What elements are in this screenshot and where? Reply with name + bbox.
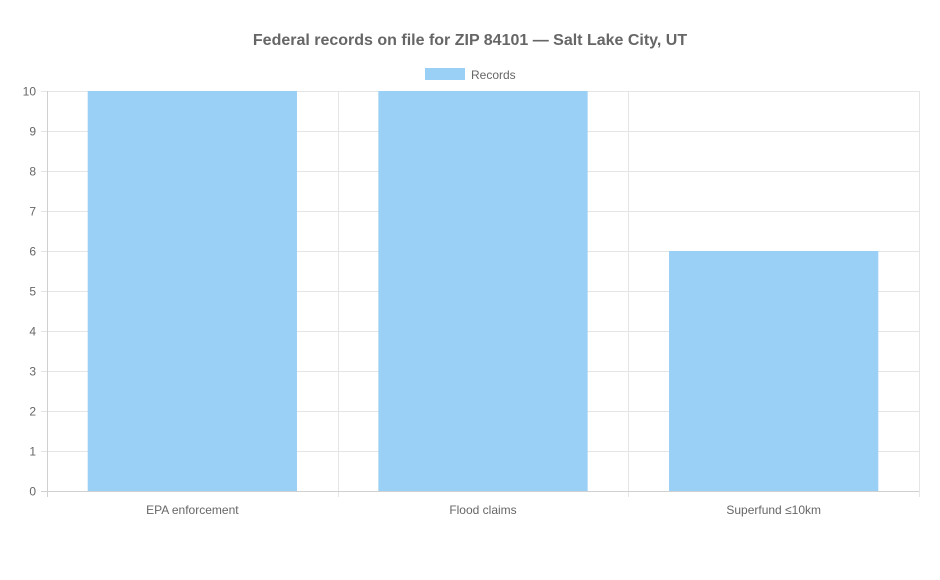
bars [87, 91, 879, 491]
bar-superfund-10km[interactable] [669, 251, 879, 491]
legend[interactable]: Records [425, 68, 516, 82]
axes [41, 91, 919, 497]
y-tick-label: 3 [29, 365, 36, 379]
bar-epa-enforcement[interactable] [87, 91, 297, 491]
y-tick-label: 10 [23, 85, 37, 99]
legend-swatch-records [425, 68, 465, 80]
y-tick-label: 5 [29, 285, 36, 299]
y-tick-label: 0 [29, 485, 36, 499]
y-tick-label: 8 [29, 165, 36, 179]
y-tick-label: 2 [29, 405, 36, 419]
x-tick-label: Flood claims [449, 503, 516, 517]
x-tick-label: Superfund ≤10km [726, 503, 821, 517]
y-tick-label: 4 [29, 325, 36, 339]
x-axis-ticks: EPA enforcement Flood claims Superfund ≤10… [146, 503, 821, 517]
y-tick-label: 1 [29, 445, 36, 459]
y-tick-label: 6 [29, 245, 36, 259]
chart-title: Federal records on file for ZIP 84101 — … [253, 32, 687, 49]
x-tick-label: EPA enforcement [146, 503, 239, 517]
bar-flood-claims[interactable] [378, 91, 588, 491]
legend-label-records: Records [471, 68, 516, 82]
y-axis-ticks: 0 1 2 3 4 5 6 7 8 9 10 [23, 85, 37, 499]
y-tick-label: 9 [29, 125, 36, 139]
y-tick-label: 7 [29, 205, 36, 219]
